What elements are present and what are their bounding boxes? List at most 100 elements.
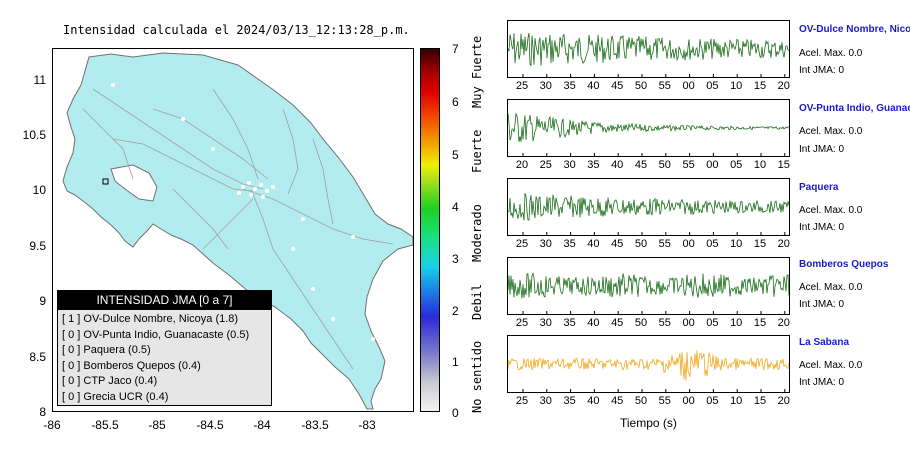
waveform-panel-3 [507,257,790,315]
waveform-line [508,350,789,381]
panel-xtick: 45 [611,317,624,329]
panel-xtick: 05 [706,317,719,329]
panel-xtick: 15 [753,238,767,250]
map-xtick: -84.5 [196,418,224,432]
panel-xtick: 10 [753,159,767,171]
colorbar-tick: 0 [452,406,459,420]
panel-xtick: 00 [706,159,719,171]
panel-xtick: 20 [777,317,790,329]
map-xtick: -85 [148,418,166,432]
panel-xtick: 50 [634,395,648,407]
station-name: La Sabana [799,337,850,348]
panel-xtick: 50 [658,159,671,171]
waveform-trace [508,350,789,392]
costa-rica-map [62,52,413,410]
panel-xtick: 55 [658,395,671,407]
legend-item: [ 0 ] Bomberos Quepos (0.4) [62,359,201,372]
legend-item: [ 1 ] OV-Dulce Nombre, Nicoya (1.8) [62,313,239,325]
panel-xtick: 40 [587,238,600,250]
colorbar-tick: 2 [452,304,459,318]
panel-xtick: 20 [515,159,529,171]
panel-xtick: 40 [611,159,624,171]
panel-xtick: 25 [515,395,529,407]
panel-xtick: 35 [563,395,576,407]
map-ytick: 11 [33,73,46,87]
panel-xtick: 55 [658,317,671,329]
waveform-trace [508,272,789,314]
panel-xtick: 00 [682,80,695,92]
nicoya-island [110,164,158,202]
colorbar-tick: 7 [452,42,459,56]
panel-xtick: 05 [706,238,719,250]
station-intensity: Int JMA: 0 [799,222,845,233]
colorbar-label: Moderado [470,204,484,262]
panel-xtick: 40 [587,317,600,329]
panel-xtick: 30 [539,80,552,92]
colorbar-tick: 6 [452,95,459,109]
panel-xtick: 40 [587,80,600,92]
panel-xtick: 15 [753,317,767,329]
station-intensity: Int JMA: 0 [799,299,845,310]
station-name: OV-Dulce Nombre, Nicoya [799,24,910,35]
map-ytick: 8.5 [29,350,46,364]
map-xtick: -83.5 [301,418,329,432]
colorbar-label: No sentido [470,340,484,413]
station-accel: Acel. Max. 0.0 [799,126,863,137]
waveform-panel-0 [507,20,790,78]
waveform-trace [508,32,789,77]
colorbar-label: Fuerte [470,129,484,173]
map-xtick: -86 [43,418,61,432]
panel-xtick: 00 [682,395,695,407]
panel-xtick: 50 [634,317,648,329]
waveform-line [508,193,789,221]
station-intensity: Int JMA: 0 [799,65,845,76]
panel-xtick: 30 [563,159,576,171]
land-shape [62,52,413,410]
station-intensity: Int JMA: 0 [799,377,845,388]
waveform-trace [508,112,789,156]
legend-item: [ 0 ] CTP Jaco (0.4) [62,375,158,387]
waveform-panel-1 [507,99,790,157]
panel-xtick: 20 [777,395,790,407]
panel-xtick: 05 [706,395,719,407]
map-ytick: 8 [39,405,46,419]
colorbar-label: Debil [470,283,484,320]
panel-xtick: 35 [563,238,576,250]
panel-xtick: 10 [730,80,743,92]
intensity-legend: INTENSIDAD JMA [0 a 7] [ 1 ] OV-Dulce No… [57,290,272,406]
map-xtick: -85.5 [91,418,119,432]
map-ytick: 9 [39,294,46,308]
station-accel: Acel. Max. 0.0 [799,282,863,293]
panel-xtick: 25 [515,238,529,250]
legend-item: [ 0 ] OV-Punta Indio, Guanacaste (0.5) [62,328,250,341]
panel-xtick: 10 [730,317,743,329]
epicenter-marker [102,178,109,185]
panel-xtick: 35 [587,159,600,171]
waveform-line [508,112,789,143]
panel-xtick: 30 [539,238,552,250]
waveform-panel-2 [507,178,790,236]
panel-xtick: 30 [539,317,552,329]
station-dots [111,83,375,341]
waveform-panel-4 [507,335,790,393]
panel-xtick: 50 [634,80,648,92]
panel-xtick: 00 [682,317,695,329]
station-name: Paquera [799,182,839,193]
station-accel: Acel. Max. 0.0 [799,48,863,59]
waveform-trace [508,193,789,235]
panel-xtick: 45 [611,395,624,407]
map-ytick: 9.5 [29,239,46,253]
panel-xtick: 45 [634,159,648,171]
panel-xtick: 55 [658,238,671,250]
intensity-colorbar [420,48,440,412]
panel-xtick: 10 [730,395,743,407]
panel-xtick: 00 [682,238,695,250]
map-title: Intensidad calculada el 2024/03/13_12:13… [63,23,410,37]
panel-xtick: 25 [515,317,529,329]
station-accel: Acel. Max. 0.0 [799,360,863,371]
panel-xtick: 05 [730,159,743,171]
panel-xtick: 35 [563,80,576,92]
colorbar-tick: 5 [452,148,459,162]
map-xtick: -83 [358,418,376,432]
panel-xtick: 25 [539,159,552,171]
